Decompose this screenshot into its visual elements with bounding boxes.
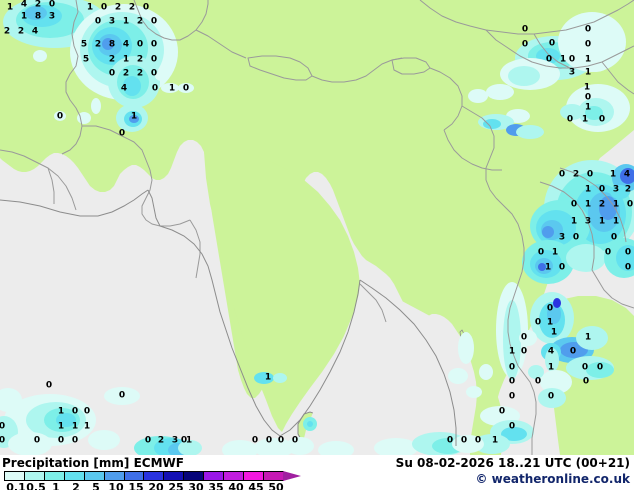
colorbar-swatch xyxy=(144,472,165,480)
colorbar-swatch xyxy=(244,472,264,480)
colorbar-swatch xyxy=(44,472,65,480)
colorbar-tick-label: 25 xyxy=(168,481,184,490)
colorbar[interactable] xyxy=(4,471,284,481)
colorbar-tick-label: 50 xyxy=(268,481,284,490)
colorbar-swatch xyxy=(24,472,45,480)
colorbar-swatch xyxy=(164,472,185,480)
valid-time-label: Su 08-02-2026 18..21 UTC (00+21) xyxy=(395,456,630,470)
colorbar-tick-label: 30 xyxy=(188,481,204,490)
colorbar-container[interactable]: 0.1 0.5 1 2 5 10 15 20 25 30 35 40 45 50 xyxy=(4,471,324,490)
colorbar-tick-label: 2 xyxy=(72,481,80,490)
sea-bengal xyxy=(300,290,464,455)
colorbar-tick-label: 35 xyxy=(208,481,224,490)
coastlines xyxy=(0,189,457,446)
colorbar-tick-label: 20 xyxy=(148,481,164,490)
colorbar-tick-labels: 0.1 0.5 1 2 5 10 15 20 25 30 35 40 45 50 xyxy=(4,481,304,490)
colorbar-swatch xyxy=(124,472,145,480)
legend-footer: Precipitation [mm] ECMWF 0.1 0.5 1 2 5 10 15 20… xyxy=(0,455,634,490)
colorbar-swatch xyxy=(224,472,245,480)
colorbar-tick-label: 45 xyxy=(248,481,264,490)
landmass-peninsula xyxy=(204,150,360,432)
colorbar-swatch xyxy=(104,472,125,480)
colorbar-tick-label: 5 xyxy=(92,481,100,490)
colorbar-tick-label: 10 xyxy=(108,481,124,490)
colorbar-tick-label: 40 xyxy=(228,481,244,490)
colorbar-tick-label: 0.5 xyxy=(26,481,46,490)
sea-arabian xyxy=(0,200,232,455)
copyright-label: © weatheronline.co.uk xyxy=(475,472,630,486)
colorbar-swatch xyxy=(263,472,283,480)
legend-title: Precipitation [mm] ECMWF xyxy=(2,456,184,470)
colorbar-tick-label: 15 xyxy=(128,481,144,490)
colorbar-swatch xyxy=(84,472,105,480)
colorbar-tick-label: 1 xyxy=(52,481,60,490)
colorbar-overflow-arrow-icon xyxy=(283,471,301,481)
colorbar-tick-label: 0.1 xyxy=(6,481,26,490)
colorbar-swatch xyxy=(184,472,205,480)
colorbar-swatch xyxy=(64,472,85,480)
colorbar-swatch xyxy=(204,472,225,480)
country-borders xyxy=(0,0,634,455)
colorbar-swatch xyxy=(5,472,25,480)
map-graphics xyxy=(0,0,634,455)
precipitation-field xyxy=(0,0,634,455)
